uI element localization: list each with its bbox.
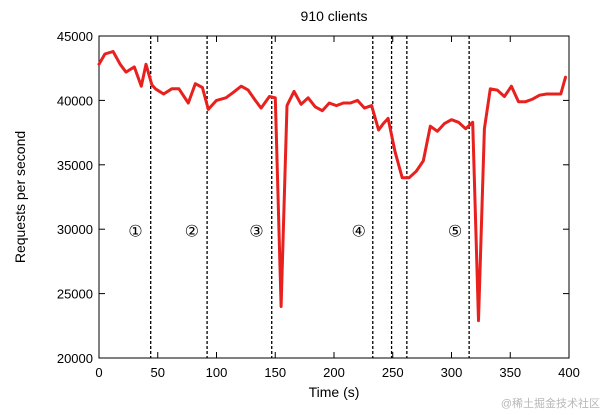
x-tick-label: 150 [264, 365, 286, 380]
y-tick-label: 40000 [57, 93, 93, 108]
y-axis-title: Requests per second [12, 131, 28, 263]
watermark: @稀土掘金技术社区 [500, 398, 600, 410]
chart-title: 910 clients [301, 8, 368, 24]
x-tick-label: 300 [441, 365, 463, 380]
x-tick-label: 200 [323, 365, 345, 380]
phase-labels: ① ② ③ ④ ⑤ [128, 223, 462, 240]
x-tick-label: 350 [499, 365, 521, 380]
phase-label-5: ⑤ [448, 223, 462, 240]
x-tick-label: 250 [382, 365, 404, 380]
x-axis-title: Time (s) [309, 384, 360, 400]
x-tick-label: 100 [206, 365, 228, 380]
y-tick-label: 25000 [57, 287, 93, 302]
x-tick-label: 0 [95, 365, 102, 380]
phase-label-2: ② [185, 223, 199, 240]
x-tick-label: 50 [151, 365, 165, 380]
x-tick-label: 400 [558, 365, 580, 380]
y-tick-label: 35000 [57, 158, 93, 173]
axis-ticks: 0 50 100 150 200 250 300 350 400 20000 25000 30000 3… [57, 29, 580, 380]
phase-label-3: ③ [249, 223, 263, 240]
y-tick-label: 20000 [57, 351, 93, 366]
series-line [97, 50, 567, 323]
phase-label-4: ④ [352, 223, 366, 240]
y-tick-label: 45000 [57, 29, 93, 44]
y-tick-label: 30000 [57, 222, 93, 237]
phase-label-1: ① [128, 223, 142, 240]
plot-frame [98, 35, 570, 359]
phase-markers [150, 36, 470, 358]
